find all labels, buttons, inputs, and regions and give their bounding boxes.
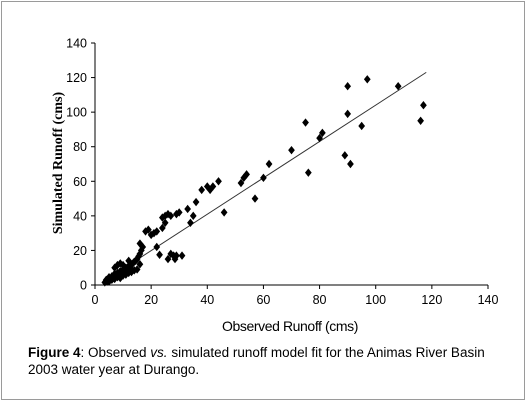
data-point <box>136 249 144 259</box>
data-point <box>161 211 169 221</box>
data-point <box>265 159 273 169</box>
data-point <box>144 225 152 234</box>
data-point <box>302 118 309 127</box>
data-point <box>417 116 424 125</box>
data-point <box>125 256 133 265</box>
figure-caption: Figure 4: Observed vs. simulated runoff … <box>28 344 512 378</box>
data-point <box>206 185 214 195</box>
data-point <box>251 194 259 203</box>
data-point <box>173 251 180 260</box>
y-tick-label: 0 <box>80 279 87 293</box>
y-axis-label: Simulated Runoff (cms) <box>51 92 66 235</box>
y-tick-label: 140 <box>66 37 87 51</box>
chart-axes <box>94 43 488 286</box>
data-point <box>358 121 366 131</box>
data-point <box>136 239 144 248</box>
data-point <box>171 254 179 264</box>
data-point <box>164 254 172 264</box>
data-point <box>137 246 145 255</box>
x-tick-label: 100 <box>365 293 386 307</box>
data-point <box>187 218 194 227</box>
data-point <box>341 151 349 160</box>
data-point <box>288 145 295 155</box>
data-points <box>101 75 427 287</box>
y-axis-ticks: 0 20 40 60 80 100 120 140 <box>66 37 95 293</box>
caption-label: Figure 4 <box>28 345 81 360</box>
caption-italic: vs. <box>150 345 168 360</box>
caption-text-before: : Observed <box>80 345 151 360</box>
x-axis-label: Observed Runoff (cms) <box>222 318 358 334</box>
x-tick-label: 0 <box>92 293 99 307</box>
data-point <box>363 75 371 84</box>
y-tick-label: 40 <box>73 209 87 223</box>
data-point <box>319 128 326 138</box>
caption-text-after: simulated runoff model fit for the Anima… <box>28 345 485 377</box>
data-point <box>215 177 222 186</box>
x-tick-label: 140 <box>478 293 499 307</box>
x-tick-label: 40 <box>200 293 214 307</box>
data-point <box>175 208 183 217</box>
y-tick-label: 60 <box>73 175 87 189</box>
data-point <box>153 227 161 236</box>
y-tick-label: 100 <box>66 106 87 120</box>
data-point <box>167 211 175 221</box>
data-point <box>189 211 197 221</box>
data-point <box>119 260 127 270</box>
data-point <box>167 249 175 259</box>
y-tick-label: 80 <box>73 140 87 154</box>
data-point <box>304 168 312 177</box>
data-point <box>184 204 191 214</box>
data-point <box>173 209 180 219</box>
data-point <box>237 178 245 188</box>
data-point <box>178 251 186 260</box>
data-point <box>316 133 323 143</box>
data-point <box>136 260 144 269</box>
data-point <box>220 208 228 217</box>
x-tick-label: 120 <box>421 293 442 307</box>
data-point <box>150 228 158 238</box>
data-point <box>209 182 217 191</box>
data-point <box>420 101 427 110</box>
y-tick-label: 20 <box>73 244 87 258</box>
y-tick-label: 120 <box>66 71 87 85</box>
x-tick-label: 20 <box>144 293 158 307</box>
data-point <box>156 250 163 259</box>
data-point <box>192 197 200 207</box>
data-point <box>347 159 354 169</box>
data-point <box>394 82 402 91</box>
x-tick-label: 60 <box>256 293 270 307</box>
data-point <box>198 185 206 195</box>
data-point <box>159 223 166 233</box>
x-tick-label: 80 <box>313 293 327 307</box>
data-point <box>243 170 250 179</box>
scatter-chart: 0 20 40 60 80 100 120 140 0 20 40 60 80 100 120 140 Ob… <box>51 37 499 335</box>
data-point <box>161 218 169 227</box>
data-point <box>203 182 211 191</box>
data-point <box>133 265 141 274</box>
data-point <box>344 109 352 119</box>
data-point <box>260 173 267 183</box>
data-point <box>344 82 352 91</box>
data-point <box>153 242 161 252</box>
x-axis-ticks: 0 20 40 60 80 100 120 140 <box>92 285 499 307</box>
